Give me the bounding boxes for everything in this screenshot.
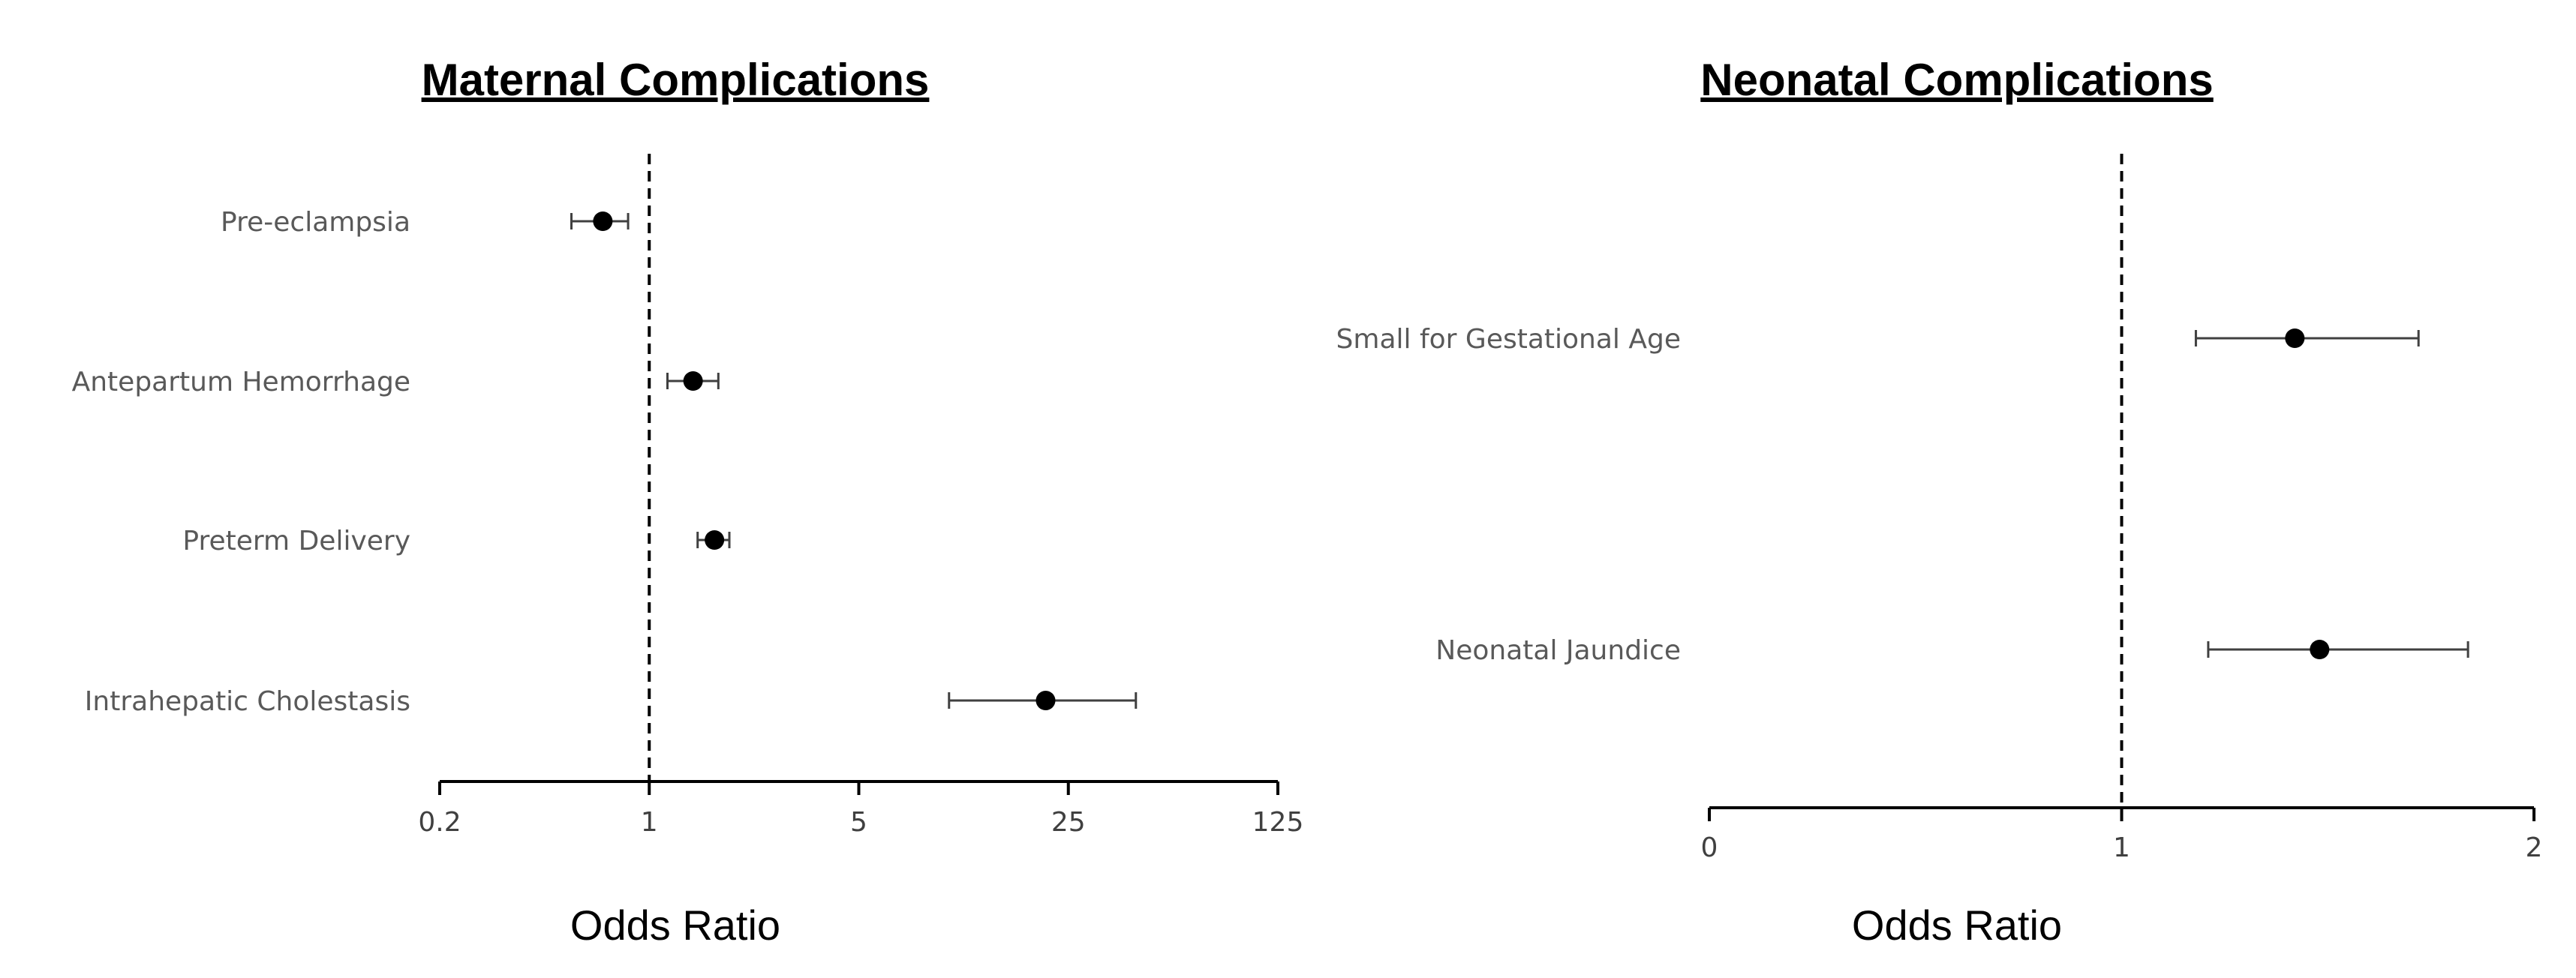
category-label: Preterm Delivery <box>182 526 410 556</box>
category-label: Antepartum Hemorrhage <box>72 367 410 398</box>
x-axis-label: Odds Ratio <box>1852 902 2062 949</box>
category-label: Small for Gestational Age <box>1336 324 1681 355</box>
category-label: Intrahepatic Cholestasis <box>85 686 410 717</box>
x-tick-label: 0 <box>1701 832 1718 863</box>
x-tick-label: 1 <box>2113 832 2130 863</box>
x-tick-label: 1 <box>641 807 658 838</box>
estimate-point <box>2310 640 2330 659</box>
estimate-point <box>1036 691 1056 710</box>
estimate-point <box>705 530 725 550</box>
x-tick-label: 5 <box>850 807 867 838</box>
maternal-complications-panel: Maternal Complications Odds Ratio 0.2 1 5 2… <box>72 55 1304 949</box>
estimate-point <box>593 212 613 231</box>
x-tick-label: 25 <box>1051 807 1086 838</box>
x-tick-label: 125 <box>1252 807 1304 838</box>
category-label: Neonatal Jaundice <box>1435 635 1681 666</box>
estimate-point <box>2285 328 2305 348</box>
chart-title: Neonatal Complications <box>1700 55 2213 105</box>
neonatal-complications-panel: Neonatal Complications Odds Ratio 0 1 2 Sma… <box>1336 55 2543 949</box>
x-tick-label: 2 <box>2526 832 2543 863</box>
category-label: Pre-eclampsia <box>221 207 410 238</box>
chart-title: Maternal Complications <box>422 55 930 105</box>
x-tick-label: 0.2 <box>418 807 461 838</box>
estimate-point <box>683 371 703 391</box>
x-axis-label: Odds Ratio <box>570 902 780 949</box>
